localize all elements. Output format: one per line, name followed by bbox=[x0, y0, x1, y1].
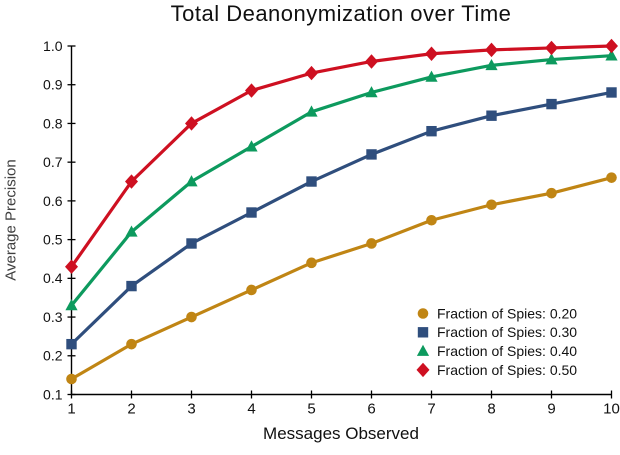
x-tick-label: 7 bbox=[427, 401, 435, 418]
legend-label: Fraction of Spies: 0.50 bbox=[437, 362, 577, 378]
data-point-marker bbox=[485, 58, 498, 71]
y-tick-label: 0.6 bbox=[43, 193, 63, 209]
chart-title: Total Deanonymization over Time bbox=[170, 1, 512, 26]
data-point-marker bbox=[606, 172, 617, 183]
data-point-marker bbox=[185, 116, 198, 131]
data-point-marker bbox=[605, 38, 618, 54]
x-axis-title: Messages Observed bbox=[263, 424, 419, 443]
data-point-marker bbox=[486, 110, 497, 121]
data-point-marker bbox=[125, 225, 138, 237]
legend-label: Fraction of Spies: 0.40 bbox=[437, 343, 577, 359]
data-point-marker bbox=[186, 238, 197, 249]
x-tick-label: 3 bbox=[187, 401, 195, 418]
data-point-marker bbox=[366, 149, 377, 160]
legend-marker-triangle bbox=[416, 344, 430, 356]
data-point-marker bbox=[546, 187, 557, 199]
data-point-marker bbox=[306, 176, 317, 187]
data-point-marker bbox=[365, 54, 378, 69]
data-point-marker bbox=[246, 207, 257, 218]
data-point-marker bbox=[366, 238, 377, 249]
data-point-marker bbox=[245, 140, 258, 152]
x-tick-label: 5 bbox=[307, 401, 315, 418]
y-tick-label: 0.8 bbox=[43, 115, 63, 131]
series-line-2 bbox=[69, 54, 614, 308]
data-point-marker bbox=[546, 98, 557, 110]
y-tick-label: 0.4 bbox=[43, 270, 63, 286]
data-point-marker bbox=[545, 40, 558, 56]
data-point-marker bbox=[245, 83, 258, 98]
data-point-marker bbox=[305, 105, 318, 117]
x-tick-label: 4 bbox=[247, 401, 255, 418]
series-line-1 bbox=[69, 90, 614, 346]
data-point-marker bbox=[186, 311, 197, 323]
data-point-marker bbox=[425, 46, 438, 61]
data-point-marker bbox=[365, 86, 378, 98]
data-point-marker bbox=[126, 338, 137, 350]
data-point-marker bbox=[425, 70, 438, 82]
data-point-marker bbox=[605, 49, 618, 61]
series-line-0 bbox=[69, 176, 614, 381]
data-point-marker bbox=[126, 280, 137, 292]
y-tick-label: 0.7 bbox=[43, 154, 63, 170]
data-point-marker bbox=[305, 65, 318, 81]
y-tick-label: 0.9 bbox=[43, 77, 63, 93]
y-tick-label: 0.5 bbox=[43, 232, 63, 248]
data-point-marker bbox=[66, 338, 77, 350]
data-point-marker bbox=[65, 259, 78, 274]
data-point-marker bbox=[246, 284, 257, 296]
legend-marker-circle bbox=[417, 308, 429, 319]
legend-label: Fraction of Spies: 0.20 bbox=[437, 305, 577, 321]
data-point-marker bbox=[65, 299, 78, 311]
legend-marker-square bbox=[417, 327, 429, 338]
data-point-marker bbox=[185, 175, 198, 187]
data-point-marker bbox=[306, 257, 317, 269]
series-line-3 bbox=[69, 44, 614, 269]
x-tick-label: 10 bbox=[603, 401, 620, 418]
x-tick-label: 8 bbox=[487, 401, 495, 418]
y-tick-label: 0.3 bbox=[43, 309, 63, 325]
x-tick-label: 6 bbox=[367, 401, 375, 418]
y-tick-label: 1.0 bbox=[43, 38, 63, 54]
data-point-marker bbox=[426, 125, 437, 137]
data-point-marker bbox=[426, 214, 437, 226]
data-point-marker bbox=[66, 373, 77, 385]
y-tick-label: 0.1 bbox=[43, 386, 63, 402]
data-point-marker bbox=[606, 87, 617, 98]
x-tick-label: 9 bbox=[547, 401, 555, 418]
x-tick-label: 2 bbox=[127, 401, 135, 418]
legend-marker-diamond bbox=[416, 362, 430, 378]
data-point-marker bbox=[125, 174, 138, 189]
data-point-marker bbox=[545, 53, 558, 65]
data-point-marker bbox=[486, 199, 497, 211]
legend-label: Fraction of Spies: 0.30 bbox=[437, 324, 577, 340]
data-point-marker bbox=[485, 42, 498, 58]
y-tick-label: 0.2 bbox=[43, 348, 63, 364]
x-tick-label: 1 bbox=[67, 401, 75, 418]
